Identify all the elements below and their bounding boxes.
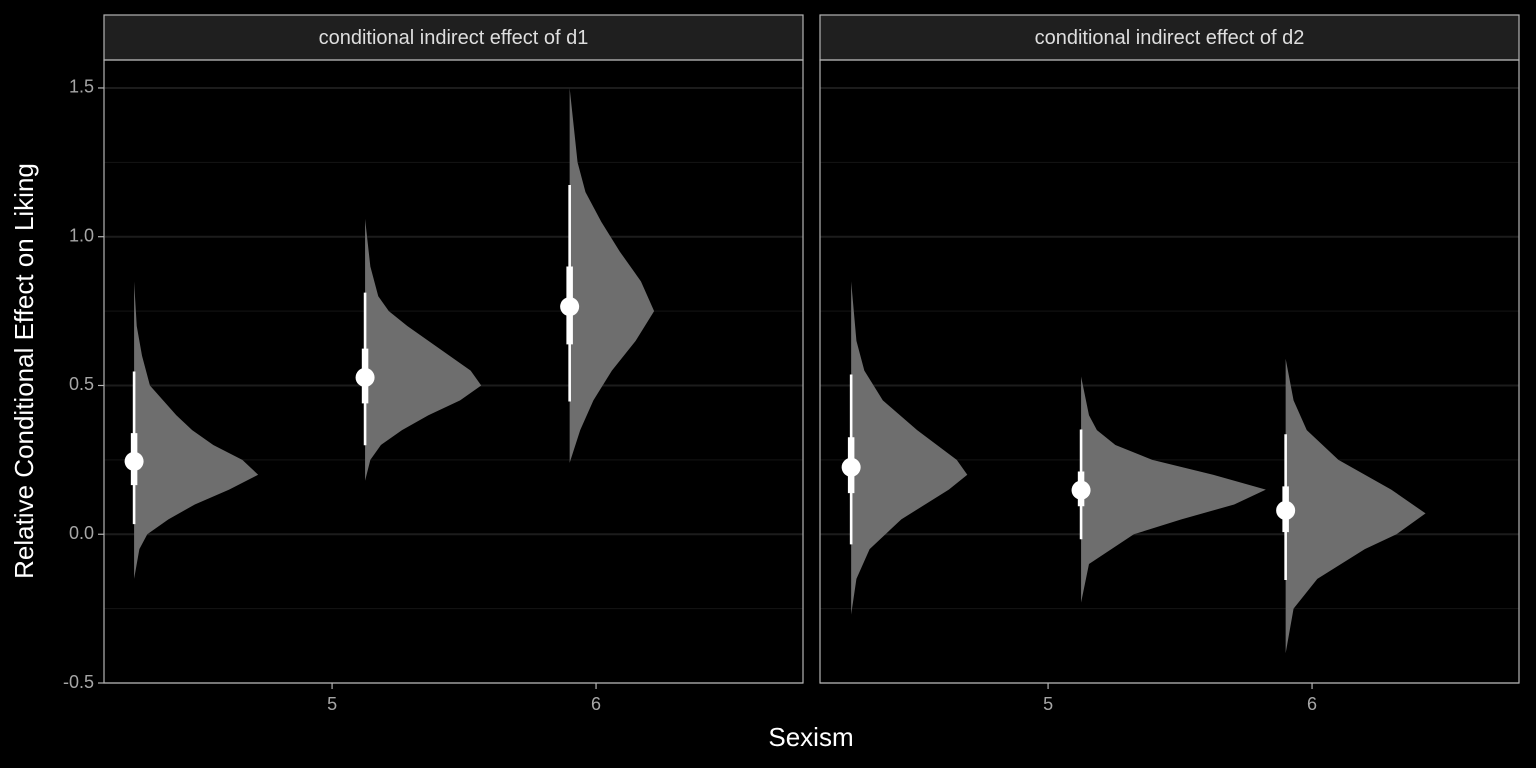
density (851, 281, 968, 615)
panel-border (819, 59, 1520, 684)
y-tick-label: 1.5 (69, 77, 94, 97)
panel-border (103, 59, 804, 684)
x-axis-title: Sexism (768, 722, 853, 752)
x-tick-label: 5 (327, 694, 337, 714)
y-tick-label: 1.0 (69, 225, 94, 245)
point-estimate (355, 367, 375, 387)
y-tick-label: 0.5 (69, 374, 94, 394)
density (1285, 358, 1426, 654)
point-estimate (841, 457, 861, 477)
facet-title: conditional indirect effect of d2 (1035, 27, 1305, 49)
y-tick-label: -0.5 (63, 672, 94, 692)
point-estimate (1071, 480, 1091, 500)
facet-title: conditional indirect effect of d1 (319, 27, 589, 49)
density (569, 87, 655, 463)
x-tick-label: 5 (1043, 694, 1053, 714)
point-estimate (1276, 500, 1296, 520)
density (1081, 376, 1266, 603)
y-axis-title: Relative Conditional Effect on Liking (9, 163, 39, 579)
density (365, 218, 482, 481)
x-tick-label: 6 (1307, 694, 1317, 714)
x-tick-label: 6 (591, 694, 601, 714)
density (134, 281, 259, 579)
point-estimate (124, 451, 144, 471)
facet-strip (103, 14, 804, 61)
y-tick-label: 0.0 (69, 523, 94, 543)
point-estimate (560, 297, 580, 317)
